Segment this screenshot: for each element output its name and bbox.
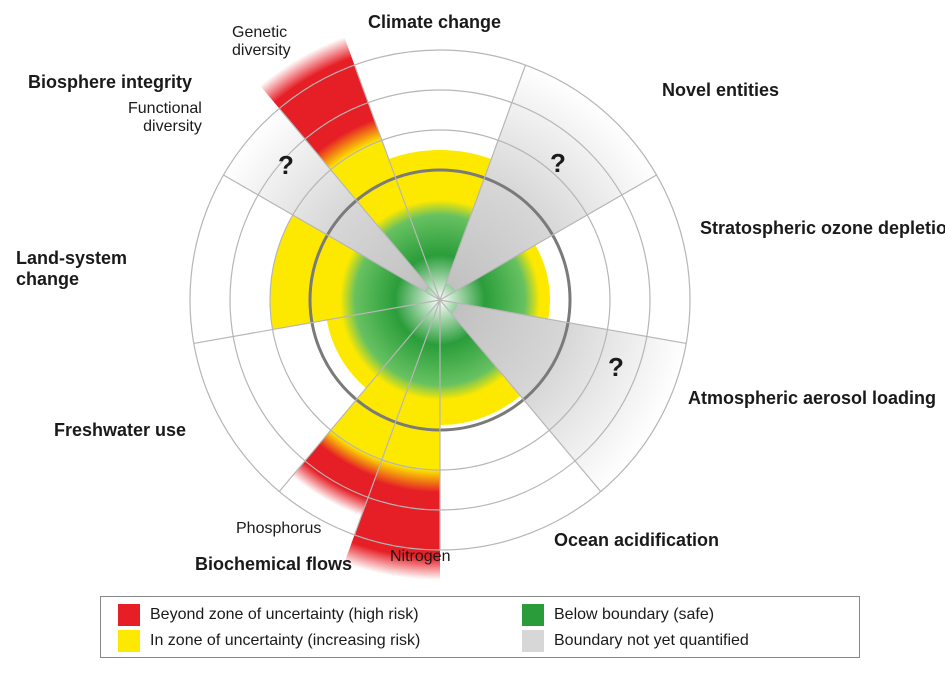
label-functional_diversity: Functional diversity	[128, 100, 202, 137]
label-climate_change: Climate change	[368, 12, 501, 33]
legend-swatch	[522, 604, 544, 626]
label-land_system: Land-system change	[16, 248, 127, 289]
label-novel_entities: Novel entities	[662, 80, 779, 101]
legend-item: Below boundary (safe)	[522, 604, 714, 626]
legend-label: Below boundary (safe)	[554, 606, 714, 624]
label-ozone: Stratospheric ozone depletion	[700, 218, 945, 239]
legend-swatch	[118, 630, 140, 652]
legend-item: Beyond zone of uncertainty (high risk)	[118, 604, 419, 626]
label-biochem: Biochemical flows	[195, 554, 352, 575]
label-phosphorus: Phosphorus	[236, 520, 321, 538]
unknown-marker: ?	[608, 352, 624, 383]
legend-label: Boundary not yet quantified	[554, 632, 749, 650]
label-ocean: Ocean acidification	[554, 530, 719, 551]
label-genetic_diversity: Genetic diversity	[232, 24, 291, 61]
label-freshwater: Freshwater use	[54, 420, 186, 441]
legend-swatch	[522, 630, 544, 652]
label-biosphere_integrity: Biosphere integrity	[28, 72, 192, 93]
legend-label: Beyond zone of uncertainty (high risk)	[150, 606, 419, 624]
unknown-marker: ?	[550, 148, 566, 179]
legend-label: In zone of uncertainty (increasing risk)	[150, 632, 420, 650]
unknown-marker: ?	[278, 150, 294, 181]
label-aerosol: Atmospheric aerosol loading	[688, 388, 936, 409]
legend-item: In zone of uncertainty (increasing risk)	[118, 630, 420, 652]
legend-swatch	[118, 604, 140, 626]
label-nitrogen: Nitrogen	[390, 548, 450, 566]
legend-item: Boundary not yet quantified	[522, 630, 749, 652]
